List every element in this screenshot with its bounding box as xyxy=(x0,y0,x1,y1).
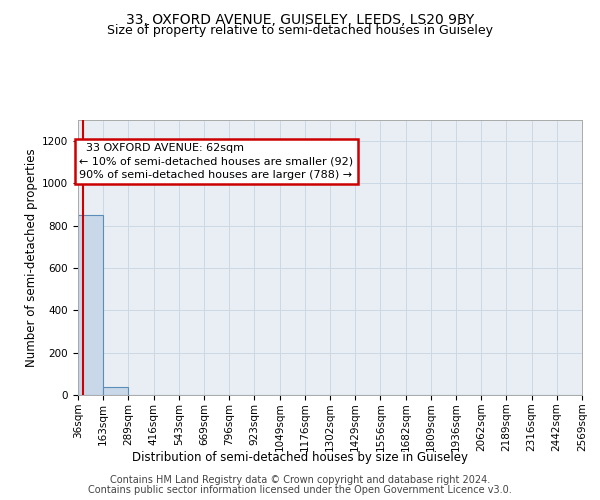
Text: Contains public sector information licensed under the Open Government Licence v3: Contains public sector information licen… xyxy=(88,485,512,495)
Text: Contains HM Land Registry data © Crown copyright and database right 2024.: Contains HM Land Registry data © Crown c… xyxy=(110,475,490,485)
Text: 33 OXFORD AVENUE: 62sqm
← 10% of semi-detached houses are smaller (92)
90% of se: 33 OXFORD AVENUE: 62sqm ← 10% of semi-de… xyxy=(79,144,353,180)
Text: 33, OXFORD AVENUE, GUISELEY, LEEDS, LS20 9BY: 33, OXFORD AVENUE, GUISELEY, LEEDS, LS20… xyxy=(126,12,474,26)
Text: Distribution of semi-detached houses by size in Guiseley: Distribution of semi-detached houses by … xyxy=(132,451,468,464)
Y-axis label: Number of semi-detached properties: Number of semi-detached properties xyxy=(25,148,38,367)
Bar xyxy=(103,386,128,395)
Text: Size of property relative to semi-detached houses in Guiseley: Size of property relative to semi-detach… xyxy=(107,24,493,37)
Bar xyxy=(78,215,103,395)
